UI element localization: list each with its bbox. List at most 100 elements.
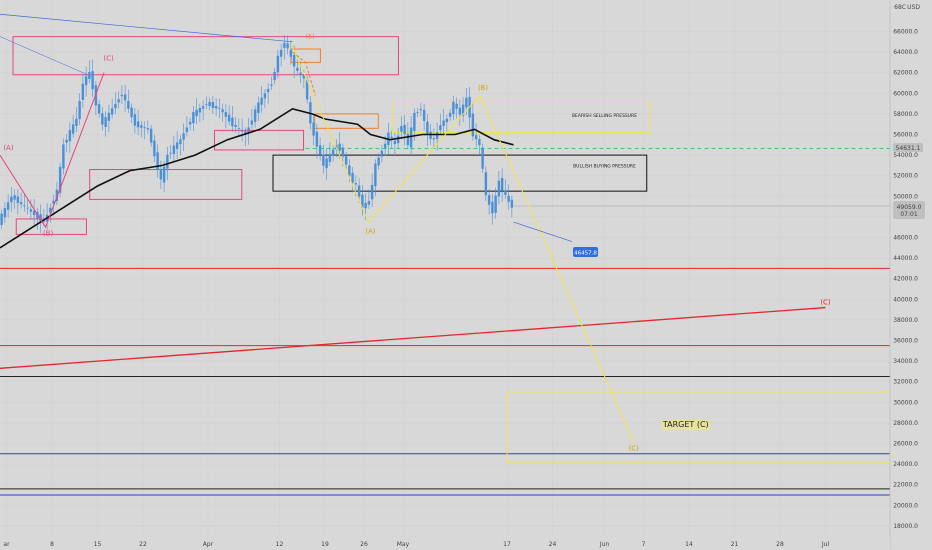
candle-body [231,117,234,127]
wave-label-5: (5) [305,33,314,41]
candle-body [227,114,231,122]
candle-body [185,127,189,133]
candle-body [26,207,29,209]
x-tick-label: 19 [321,541,329,548]
x-tick-label: 21 [731,541,739,548]
current-price-value: 49059.0 [897,204,922,211]
current-price-time: 07:01 [900,211,917,218]
candle-body [162,166,166,183]
candle-body [504,190,507,195]
candle-body [146,128,150,130]
candle-body [370,184,374,200]
y-axis-ticks: 18000.0 20000.0 22000.0 24000.0 26000.0 28000… [893,29,918,530]
candle-body [445,118,449,123]
candle-body [58,166,62,193]
x-tick-label: 26 [360,541,368,548]
candle-body [416,112,419,113]
candle-body [234,124,237,127]
x-axis-ticks: ar 8 15 22 Apr 12 19 26 May 17 24 Jun 7 14 21 28 Jul [3,541,829,548]
y-tick-label: 36000.0 [893,338,918,345]
candle-body [292,55,296,67]
candle-body [23,205,26,207]
y-tick-label: 52000.0 [893,173,918,180]
candle-body [409,127,413,148]
blue-trendline-top [0,13,293,43]
candle-body [487,195,491,205]
x-tick-label: 24 [549,541,557,548]
candle-body [419,109,423,111]
price-axis[interactable] [890,0,932,550]
price-series [0,35,514,249]
wave-label-b1: (B) [43,229,54,237]
candle-body [253,109,257,122]
candle-body [260,97,263,105]
candle-body [39,214,42,222]
candle-body [448,112,452,117]
projection-tag: 46457.8 [573,247,598,257]
y-tick-label: 54000.0 [893,152,918,159]
x-tick-label: 14 [685,541,693,548]
candle-body [175,142,179,150]
dashed-level-tag: 54631.1 [893,143,923,152]
y-tick-label: 62000.0 [893,70,918,77]
candle-body [247,127,250,134]
candle-body [481,147,484,169]
candle-body [510,199,514,208]
candle-body [65,139,68,143]
candle-body [279,49,283,57]
candle-body [500,178,504,191]
candle-body [101,113,104,125]
candle-body [153,140,156,157]
candle-body [123,94,127,101]
candle-body [458,107,462,115]
support-zone-mid [89,169,243,200]
moving-average-line [0,107,514,249]
candle-body [10,196,13,203]
candle-body [42,220,46,222]
wave-lines [0,13,635,444]
candle-body [32,210,36,216]
candle-body [312,122,315,136]
candle-body [117,99,120,103]
candle-body [383,143,387,148]
candle-body [62,144,65,169]
support-zone-left [15,218,87,235]
grid [0,0,890,537]
candle-body [273,71,276,81]
candle-body [315,131,319,147]
candle-body [452,101,455,115]
candle-body [143,127,146,129]
y-tick-label: 46000.0 [893,235,918,242]
current-price-tag: 49059.0 07:01 [893,201,925,219]
projection-value: 46457.8 [574,251,597,257]
x-tick-label: 15 [94,541,102,548]
candle-body [357,185,361,197]
candle-body [354,183,358,185]
currency-label: USD [907,4,920,11]
candle-body [198,108,202,113]
candle-body [257,102,260,113]
x-tick-label: ar [3,541,10,548]
candle-body [426,121,429,135]
candle-body [169,152,172,154]
candle-body [0,213,3,225]
y-tick-label: 66000.0 [893,29,918,36]
time-axis[interactable] [0,537,890,550]
candle-body [224,112,228,117]
candle-body [435,132,439,140]
pink-wave-abc [0,72,105,229]
y-tick-label: 28000.0 [893,420,918,427]
blue-projection-line [513,221,573,242]
candle-body [13,195,16,200]
candle-body [289,50,293,57]
candle-body [3,208,7,218]
candle-body [344,156,348,165]
candle-body [149,128,153,143]
candle-body [471,113,475,137]
x-tick-label: 17 [503,541,511,548]
candle-body [283,42,286,48]
candle-body [396,135,400,144]
candle-body [78,101,81,120]
